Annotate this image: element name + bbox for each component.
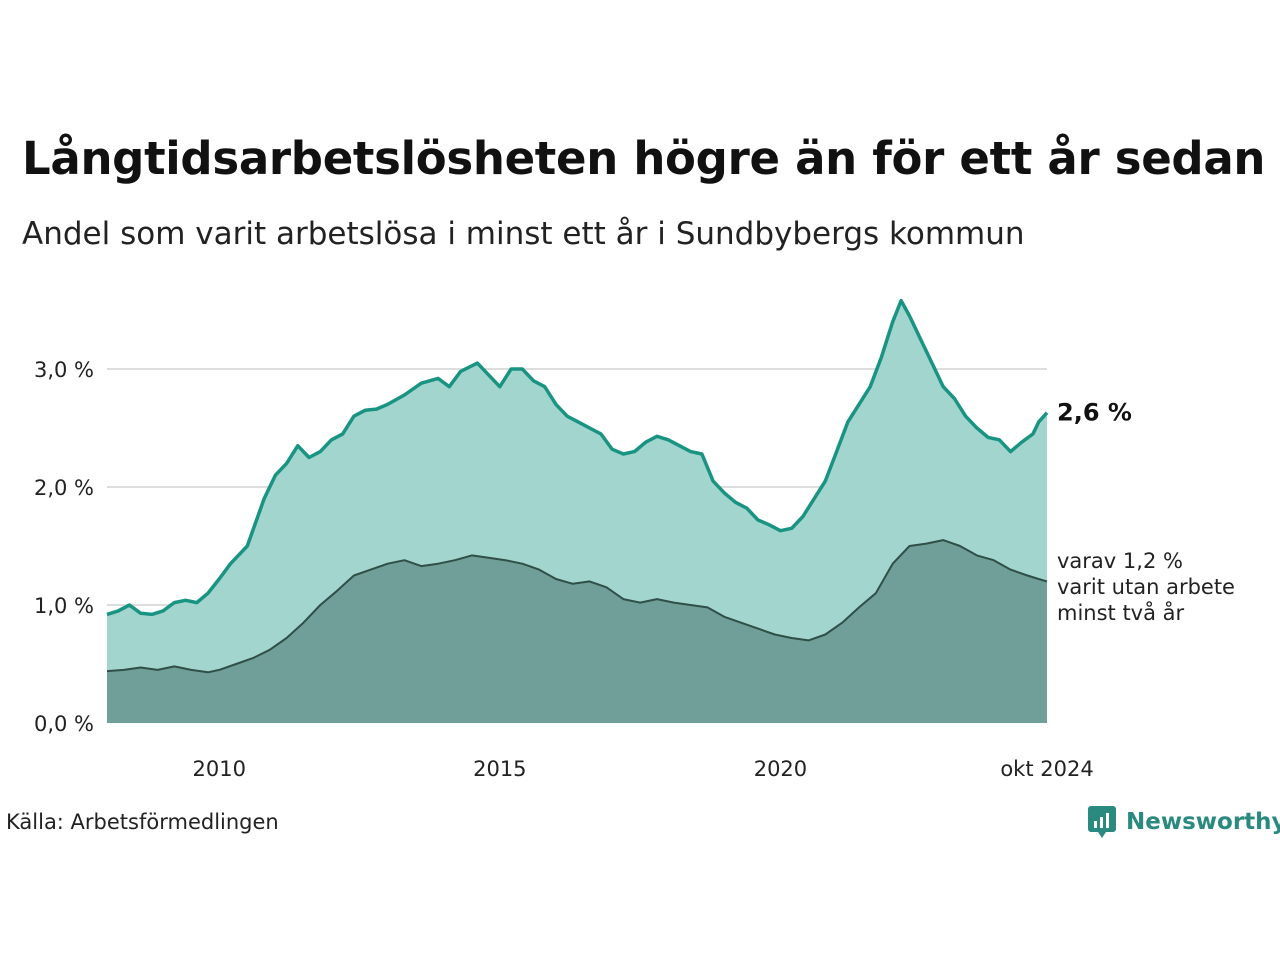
chart-title: Långtidsarbetslösheten högre än för ett … — [22, 132, 1266, 185]
area-layer — [106, 298, 1049, 723]
y-tick-label-2: 2,0 % — [34, 476, 94, 500]
series-minst-tva-ar-area — [107, 540, 1047, 723]
newsworthy-logo-icon — [1088, 806, 1116, 838]
end-label-minst-ett-ar: 2,6 % — [1057, 399, 1132, 427]
end-label-line-0: varav 1,2 % — [1057, 549, 1183, 573]
end-label-line-2: minst två år — [1057, 600, 1185, 625]
series-minst-tva-ar-line — [106, 539, 1048, 674]
y-tick-label-3: 3,0 % — [34, 358, 94, 382]
x-tick-label-3: okt 2024 — [1000, 757, 1093, 781]
source-note: Källa: Arbetsförmedlingen — [6, 810, 279, 834]
y-tick-label-0: 0,0 % — [34, 712, 94, 736]
end-label-minst-tva-ar: varav 1,2 % varit utan arbete minst två år — [1057, 549, 1235, 625]
end-label-line-1: varit utan arbete — [1057, 575, 1235, 599]
tick-layer: 0,0 % 1,0 % 2,0 % 3,0 % 2010 2015 2020 okt 2024 — [34, 358, 1094, 781]
x-tick-label-0: 2010 — [193, 757, 246, 781]
brand-logo[interactable]: Newsworthy — [1088, 804, 1280, 840]
brand-name: Newsworthy — [1126, 809, 1280, 835]
x-tick-label-1: 2015 — [473, 757, 526, 781]
series-minst-ett-ar-line — [106, 298, 1049, 617]
x-tick-label-2: 2020 — [754, 757, 807, 781]
chart-subtitle: Andel som varit arbetslösa i minst ett å… — [22, 216, 1025, 252]
y-tick-label-1: 1,0 % — [34, 594, 94, 618]
label-layer: 2,6 % varav 1,2 % varit utan arbete minst t… — [1057, 399, 1235, 625]
